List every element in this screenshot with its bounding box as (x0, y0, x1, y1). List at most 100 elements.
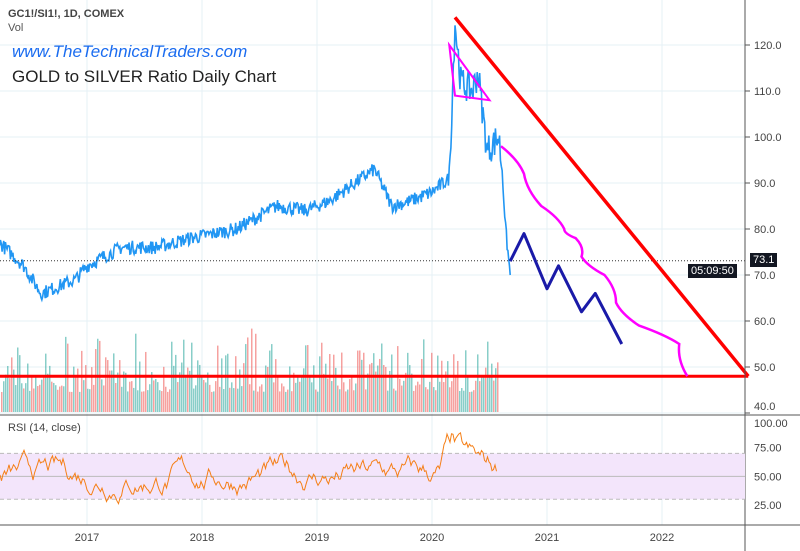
volume-bar (3, 381, 5, 412)
volume-bar (5, 374, 7, 412)
volume-bar (329, 354, 331, 412)
y-tick-label: 120.0 (754, 40, 782, 52)
volume-bar (205, 382, 207, 412)
volume-bar (173, 365, 175, 412)
volume-bar (251, 328, 253, 412)
volume-bar (481, 376, 483, 412)
x-tick-label: 2018 (190, 532, 214, 544)
volume-bar (461, 388, 463, 412)
volume-bar (155, 378, 157, 412)
volume-bar (237, 388, 239, 412)
volume-bar (413, 390, 415, 412)
volume-bar (303, 368, 305, 412)
volume-bar (39, 384, 41, 412)
volume-bar (113, 353, 115, 412)
volume-bar (31, 376, 33, 412)
volume-bar (425, 387, 427, 412)
volume-bar (157, 382, 159, 412)
volume-bar (391, 354, 393, 412)
volume-bar (21, 383, 23, 412)
rsi-tick-label: 75.00 (754, 443, 782, 455)
volume-bar (215, 381, 217, 412)
volume-bar (123, 371, 125, 412)
volume-bar (187, 367, 189, 412)
volume-bar (337, 385, 339, 412)
volume-bar (359, 350, 361, 412)
volume-bar (365, 389, 367, 412)
volume-bar (249, 384, 251, 412)
volume-bar (51, 381, 53, 412)
volume-bar (221, 358, 223, 412)
volume-bar (327, 378, 329, 412)
chart-title: GOLD to SILVER Ratio Daily Chart (12, 67, 277, 86)
magenta-projection (500, 145, 689, 377)
volume-bar (201, 375, 203, 412)
volume-bar (223, 389, 225, 412)
symbol-label: GC1!/SI1!, 1D, COMEX (8, 8, 125, 20)
volume-bar (227, 353, 229, 412)
volume-bar (93, 384, 95, 412)
volume-bar (177, 382, 179, 412)
volume-bar (379, 358, 381, 412)
x-tick-label: 2021 (535, 532, 559, 544)
volume-bar (465, 350, 467, 412)
volume-bar (319, 356, 321, 412)
volume-bar (439, 381, 441, 412)
volume-bar (377, 365, 379, 412)
blue-projection (508, 232, 624, 345)
price-line (0, 25, 511, 303)
volume-bar (89, 389, 91, 412)
volume-bar (101, 379, 103, 412)
volume-bar (453, 354, 455, 412)
volume-bar (241, 386, 243, 412)
volume-bar (213, 391, 215, 412)
volume-bar (473, 390, 475, 412)
volume-bar (125, 372, 127, 412)
volume-bar (229, 387, 231, 412)
volume-bar (63, 386, 65, 412)
volume-bar (381, 343, 383, 412)
volume-bar (277, 377, 279, 412)
volume-bar (73, 366, 75, 412)
volume-bar (307, 345, 309, 412)
volume-bar (409, 365, 411, 412)
volume-bar (49, 365, 51, 412)
volume-bar (209, 384, 211, 412)
volume-bar (233, 388, 235, 412)
volume-bar (121, 386, 123, 412)
volume-bar (389, 370, 391, 412)
volume-bar (149, 384, 151, 412)
y-tick-label: 40.0 (754, 401, 775, 413)
rsi-label: RSI (14, close) (8, 422, 81, 434)
volume-bar (163, 366, 165, 412)
volume-bar (57, 389, 59, 412)
y-tick-label: 100.0 (754, 132, 782, 144)
volume-bar (459, 391, 461, 412)
volume-bar (41, 379, 43, 412)
volume-bar (369, 364, 371, 412)
volume-bar (133, 387, 135, 412)
volume-bar (85, 365, 87, 412)
volume-bar (13, 369, 15, 412)
volume-bar (471, 391, 473, 412)
volume-bar (491, 363, 493, 412)
volume-bar (429, 381, 431, 412)
volume-bar (355, 383, 357, 412)
volume-bar (159, 390, 161, 412)
volume-bar (441, 360, 443, 412)
volume-bar (145, 351, 147, 412)
volume-bar (137, 390, 139, 412)
volume-bar (253, 390, 255, 412)
volume-bar (455, 374, 457, 412)
volume-bar (79, 391, 81, 412)
volume-bar (181, 362, 183, 412)
volume-bar (399, 378, 401, 412)
volume-bar (313, 365, 315, 412)
volume-bar (195, 385, 197, 412)
volume-bar (281, 383, 283, 412)
volume-bar (105, 357, 107, 412)
volume-bar (357, 350, 359, 412)
volume-bar (239, 369, 241, 412)
volume-bar (111, 370, 113, 412)
